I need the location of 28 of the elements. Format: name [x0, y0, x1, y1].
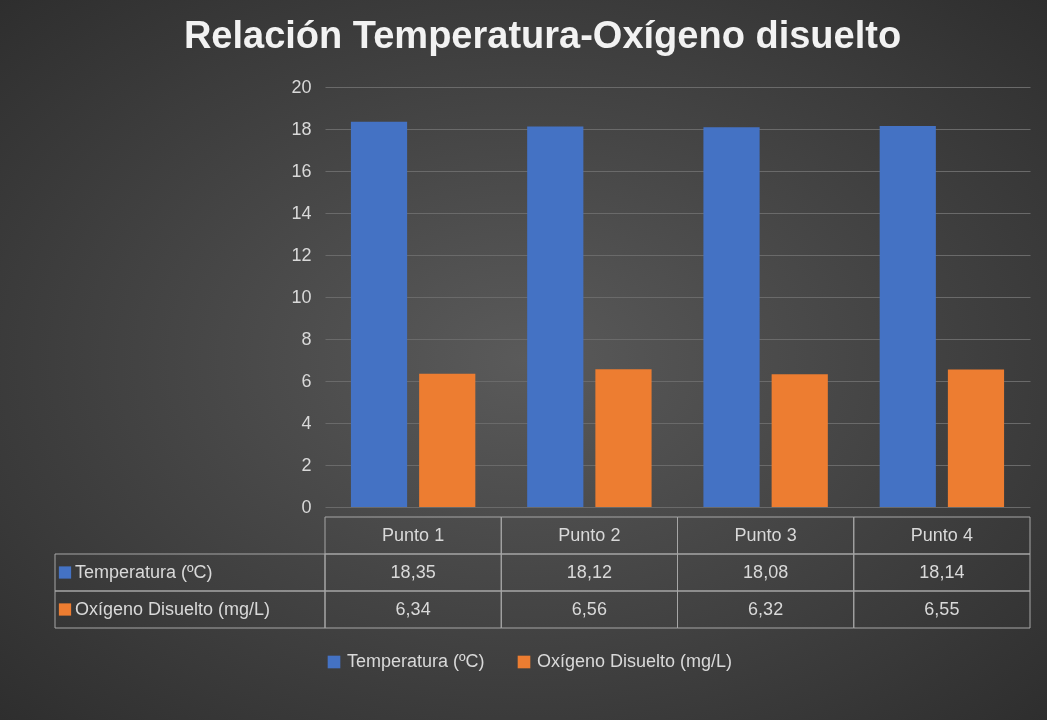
data-label: 18,35 [390, 561, 436, 582]
y-tick-label: 14 [291, 202, 312, 223]
data-label: 6,56 [571, 598, 607, 619]
y-tick-label: 20 [291, 76, 312, 97]
text: Temperatura (ºC) [75, 561, 213, 582]
y-tick-label: 16 [291, 160, 312, 181]
y-tick-label: 4 [301, 412, 312, 433]
legend-label: Temperatura (ºC) [347, 651, 485, 671]
x-tick-label: Punto 2 [558, 524, 621, 545]
y-tick-label: 0 [301, 496, 312, 517]
x-tick-label: Punto 4 [910, 524, 973, 545]
y-tick-label: 2 [301, 454, 312, 475]
data-label: 18,08 [743, 561, 789, 582]
x-tick-label: Punto 3 [734, 524, 797, 545]
x-tick-label: Punto 1 [382, 524, 445, 545]
y-tick-label: 6 [301, 370, 312, 391]
legend-label: Oxígeno Disuelto (mg/L) [537, 651, 733, 671]
y-tick-label: 10 [291, 286, 312, 307]
text: Oxígeno Disuelto (mg/L) [75, 598, 271, 619]
y-tick-label: 8 [301, 328, 312, 349]
data-label: 18,14 [919, 561, 965, 582]
y-tick-label: 12 [291, 244, 312, 265]
data-label: 6,55 [924, 598, 960, 619]
data-label: 6,32 [748, 598, 784, 619]
data-label: 6,34 [395, 598, 431, 619]
chart-title: Relación Temperatura-Oxígeno disuelto [183, 14, 902, 56]
y-tick-label: 18 [291, 118, 312, 139]
data-label: 18,12 [566, 561, 612, 582]
